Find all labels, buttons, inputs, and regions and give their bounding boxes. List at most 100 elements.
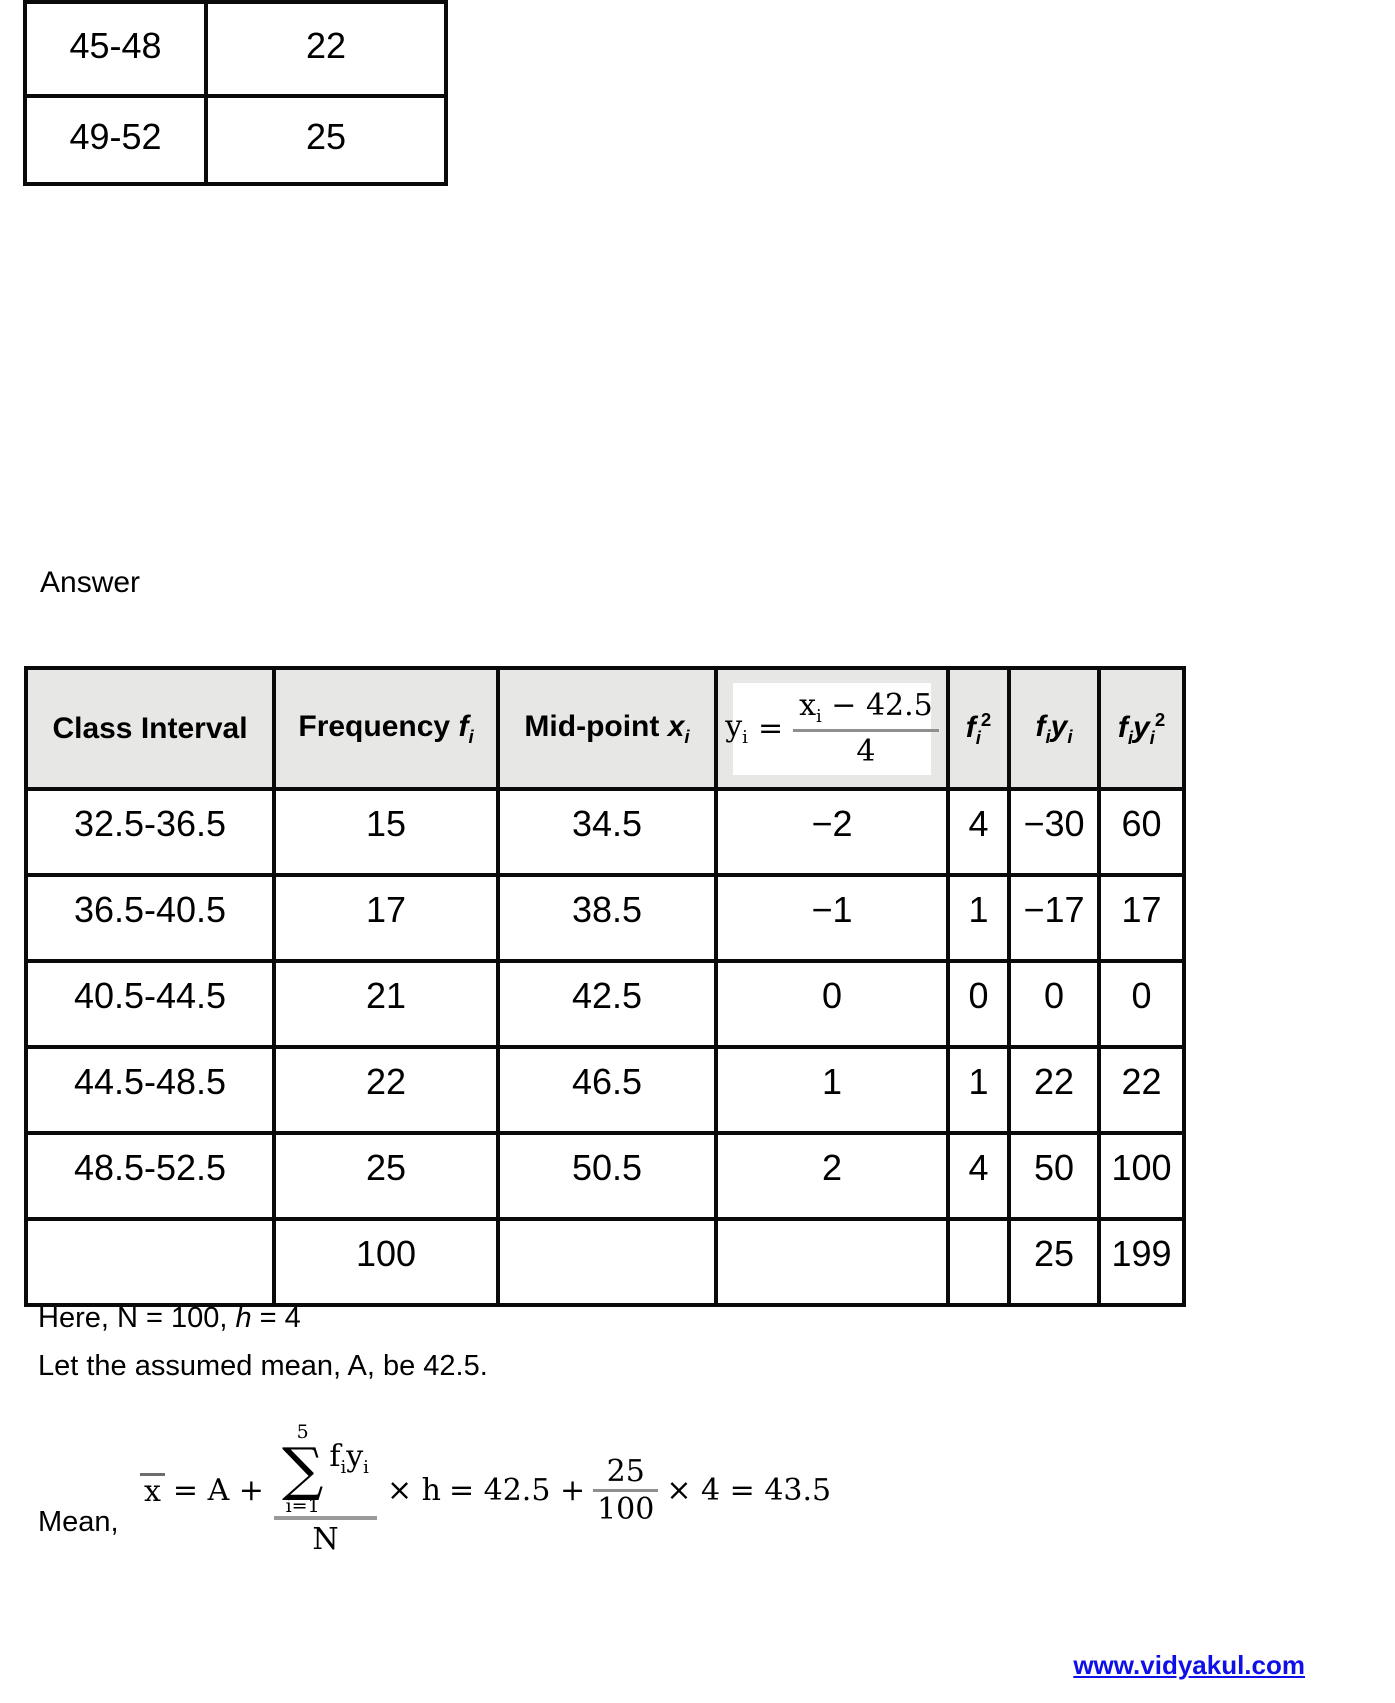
table-row: 49-52 25 <box>23 94 448 186</box>
math-text: − 42.5 <box>821 688 933 723</box>
header-fiyi: fiyi <box>1007 666 1101 791</box>
math-sub: i <box>1045 725 1051 747</box>
vidyakul-link[interactable]: www.vidyakul.com <box>1073 1650 1305 1680</box>
table-cell: 50 <box>1007 1131 1101 1221</box>
table-cell: 22 <box>1007 1045 1101 1135</box>
totals-row: 100 25 199 <box>24 1217 1186 1307</box>
math-text: = A + <box>172 1472 264 1508</box>
table-cell: 1 <box>946 873 1011 963</box>
math-sup: 2 <box>1154 708 1166 730</box>
fraction-denominator: 4 <box>856 734 876 769</box>
note-text: Here, N = 100, <box>38 1302 236 1334</box>
table-cell: 42.5 <box>496 959 718 1049</box>
math-sub: i <box>1127 726 1133 748</box>
table-cell: 4 <box>946 787 1011 877</box>
header-fiyi-squared: fiyi2 <box>1097 666 1186 791</box>
note-text: = 4 <box>251 1302 301 1334</box>
math-sub: i <box>742 727 748 748</box>
math-sub: i <box>684 725 690 747</box>
math-sub: i <box>975 726 981 748</box>
table-cell: 25 <box>1007 1217 1101 1307</box>
table-cell: 22 <box>1097 1045 1186 1135</box>
table-cell: 21 <box>272 959 500 1049</box>
table-cell: 0 <box>1097 959 1186 1049</box>
class-interval-cell: 49-52 <box>23 94 208 186</box>
mean-formula-image: x = A + 5 ∑ i=1 fiyi N × h = 42.5 + 25 1… <box>140 1402 831 1578</box>
header-mid-point: Mid-point xi <box>496 666 718 791</box>
fraction-bar <box>793 729 939 732</box>
header-row: Class Interval Frequency fi Mid-point xi… <box>24 666 1186 791</box>
header-label: Mid-point <box>524 709 668 743</box>
math-var: x <box>799 688 816 723</box>
fraction-denominator: N <box>312 1522 339 1558</box>
math-text: = 42.5 + <box>448 1472 586 1508</box>
frequency-cell: 25 <box>204 94 448 186</box>
table-cell: 1 <box>946 1045 1011 1135</box>
table-cell: 0 <box>714 959 950 1049</box>
frequency-cell: 22 <box>204 0 448 98</box>
table-cell: 40.5-44.5 <box>24 959 276 1049</box>
math-var: y <box>1132 710 1150 744</box>
table-cell <box>714 1217 950 1307</box>
header-label: Class Interval <box>52 711 248 745</box>
math-sub: i <box>1067 725 1073 747</box>
math-sub: i <box>340 1457 347 1478</box>
table-cell: −1 <box>714 873 950 963</box>
header-class-interval: Class Interval <box>24 666 276 791</box>
table-cell: 1 <box>714 1045 950 1135</box>
table-row: 40.5-44.5 21 42.5 0 0 0 0 <box>24 959 1186 1049</box>
header-fi-squared: fi2 <box>946 666 1011 791</box>
table-cell <box>24 1217 276 1307</box>
table-row: 32.5-36.5 15 34.5 −2 4 −30 60 <box>24 787 1186 877</box>
header-yi-formula: yi = xi − 42.5 4 <box>714 666 950 791</box>
table-cell: 17 <box>1097 873 1186 963</box>
table-cell: 46.5 <box>496 1045 718 1135</box>
table-row: 44.5-48.5 22 46.5 1 1 22 22 <box>24 1045 1186 1135</box>
table-cell: −2 <box>714 787 950 877</box>
fraction: 25 100 <box>593 1453 659 1527</box>
table-cell: 25 <box>272 1131 500 1221</box>
table-cell <box>496 1217 718 1307</box>
table-cell: 0 <box>946 959 1011 1049</box>
fraction-bar <box>273 1516 377 1521</box>
note-assumed-mean: Let the assumed mean, A, be 42.5. <box>38 1350 488 1382</box>
table-cell: 36.5-40.5 <box>24 873 276 963</box>
fraction: 5 ∑ i=1 fiyi N <box>273 1422 377 1558</box>
math-sub: i <box>468 725 474 747</box>
table-cell: 32.5-36.5 <box>24 787 276 877</box>
math-var: x <box>667 709 685 743</box>
math-text: × h <box>386 1472 441 1508</box>
math-var: y <box>725 709 743 744</box>
fraction-bar <box>593 1488 659 1492</box>
math-var: f <box>965 710 976 744</box>
sum-lower-limit: i=1 <box>285 1495 320 1518</box>
math-var: y <box>346 1439 364 1474</box>
table-row: 48.5-52.5 25 50.5 2 4 50 100 <box>24 1131 1186 1221</box>
table-cell: 0 <box>1007 959 1101 1049</box>
table-row: 36.5-40.5 17 38.5 −1 1 −17 17 <box>24 873 1186 963</box>
fraction-numerator: 5 ∑ i=1 fiyi <box>274 1422 377 1518</box>
table-cell: 34.5 <box>496 787 718 877</box>
table-cell: 22 <box>272 1045 500 1135</box>
table-cell: 4 <box>946 1131 1011 1221</box>
note-n-and-h: Here, N = 100, h = 4 <box>38 1302 301 1335</box>
table-cell: −17 <box>1007 873 1101 963</box>
math-sub: i <box>816 706 822 727</box>
summand: fiyi <box>329 1439 369 1500</box>
math-sub: i <box>363 1457 369 1478</box>
table-cell: 100 <box>272 1217 500 1307</box>
header-label: Frequency <box>298 709 459 743</box>
table-cell: 50.5 <box>496 1131 718 1221</box>
math-text: × 4 = 43.5 <box>666 1472 832 1508</box>
table-cell: 44.5-48.5 <box>24 1045 276 1135</box>
fraction-denominator: 100 <box>597 1491 655 1527</box>
table-cell: 2 <box>714 1131 950 1221</box>
math-var: f <box>458 709 469 743</box>
fraction: xi − 42.5 4 <box>793 688 939 769</box>
sigma-icon: ∑ <box>281 1434 324 1503</box>
table-cell: 15 <box>272 787 500 877</box>
class-interval-cell: 45-48 <box>23 0 208 98</box>
header-frequency: Frequency fi <box>272 666 500 791</box>
fraction-numerator: 25 <box>606 1453 645 1489</box>
partial-frequency-table: 45-48 22 49-52 25 <box>23 0 448 186</box>
